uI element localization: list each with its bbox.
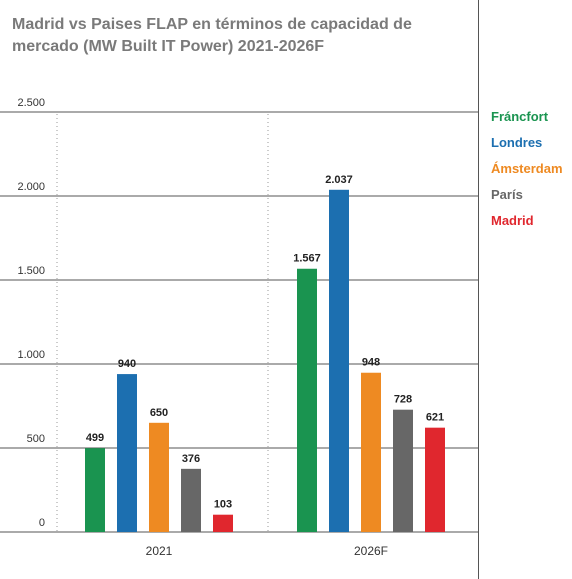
data-label: 650: [150, 407, 168, 419]
x-tick-label: 2021: [146, 544, 173, 558]
panel-divider: [478, 0, 479, 579]
bar: [297, 268, 317, 532]
bar: [361, 372, 381, 532]
chart-legend: Fráncfort Londres Ámsterdam París Madrid: [491, 108, 563, 238]
data-label: 621: [426, 412, 444, 424]
y-tick-label: 2.000: [17, 181, 45, 193]
y-tick-label: 1.500: [17, 265, 45, 277]
y-tick-label: 1.000: [17, 349, 45, 361]
bar: [393, 409, 413, 532]
y-tick-label: 2.500: [17, 97, 45, 109]
bar: [181, 468, 201, 532]
data-label: 103: [214, 499, 232, 511]
legend-entry: Londres: [491, 135, 543, 150]
bar: [117, 374, 137, 532]
chart-title: Madrid vs Paises FLAP en términos de cap…: [12, 16, 412, 55]
legend-entry: Madrid: [491, 213, 534, 228]
y-tick-label: 500: [27, 433, 45, 445]
data-label: 940: [118, 358, 136, 370]
data-label: 499: [86, 432, 104, 444]
legend-entry: Fráncfort: [491, 109, 549, 124]
legend-entry: Ámsterdam: [491, 161, 563, 176]
x-tick-label: 2026F: [354, 544, 388, 558]
bar: [425, 427, 445, 532]
legend-entry: París: [491, 187, 523, 202]
bar: [85, 448, 105, 532]
data-label: 376: [182, 453, 200, 465]
bar: [149, 422, 169, 532]
data-label: 2.037: [325, 174, 353, 186]
y-tick-label: 0: [39, 517, 45, 529]
data-label: 948: [362, 357, 380, 369]
data-label: 1.567: [293, 253, 321, 265]
data-label: 728: [394, 394, 412, 406]
bar: [213, 514, 233, 532]
bar: [329, 189, 349, 532]
